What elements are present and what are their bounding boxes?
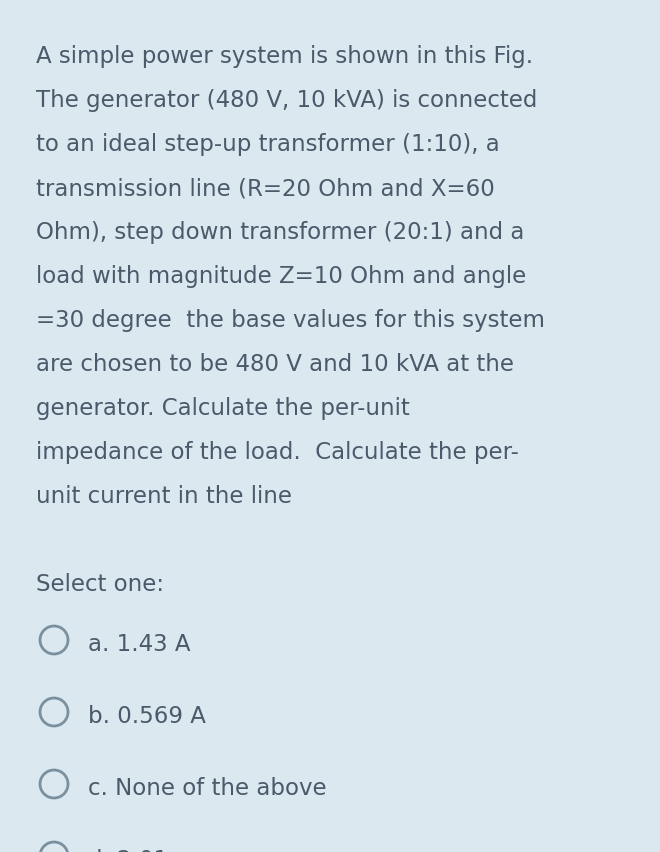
- Circle shape: [40, 626, 68, 654]
- Text: a. 1.43 A: a. 1.43 A: [88, 633, 191, 656]
- Text: are chosen to be 480 V and 10 kVA at the: are chosen to be 480 V and 10 kVA at the: [36, 353, 514, 376]
- Text: d. 2.01: d. 2.01: [88, 849, 168, 852]
- Text: generator. Calculate the per-unit: generator. Calculate the per-unit: [36, 397, 410, 420]
- Circle shape: [40, 698, 68, 726]
- Text: b. 0.569 A: b. 0.569 A: [88, 705, 206, 728]
- Text: to an ideal step-up transformer (1:10), a: to an ideal step-up transformer (1:10), …: [36, 133, 500, 156]
- Text: The generator (480 V, 10 kVA) is connected: The generator (480 V, 10 kVA) is connect…: [36, 89, 537, 112]
- Text: transmission line (R=20 Ohm and X=60: transmission line (R=20 Ohm and X=60: [36, 177, 495, 200]
- Circle shape: [40, 842, 68, 852]
- Text: =30 degree  the base values for this system: =30 degree the base values for this syst…: [36, 309, 545, 332]
- Text: Ohm), step down transformer (20:1) and a: Ohm), step down transformer (20:1) and a: [36, 221, 525, 244]
- Text: impedance of the load.  Calculate the per-: impedance of the load. Calculate the per…: [36, 441, 519, 464]
- Circle shape: [40, 770, 68, 798]
- Text: A simple power system is shown in this Fig.: A simple power system is shown in this F…: [36, 45, 533, 68]
- Text: load with magnitude Z=10 Ohm and angle: load with magnitude Z=10 Ohm and angle: [36, 265, 526, 288]
- Text: c. None of the above: c. None of the above: [88, 777, 327, 800]
- Text: unit current in the line: unit current in the line: [36, 485, 292, 508]
- Text: Select one:: Select one:: [36, 573, 164, 596]
